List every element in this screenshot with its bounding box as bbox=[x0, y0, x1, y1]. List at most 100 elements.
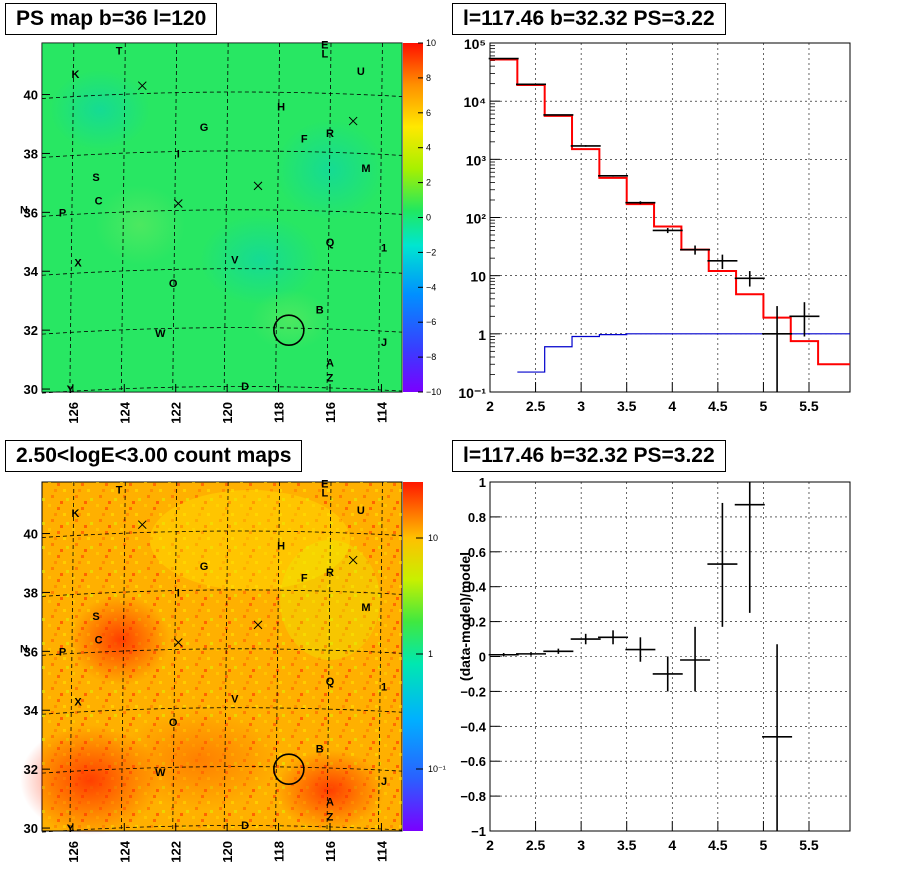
ps-map-region bbox=[250, 290, 330, 350]
ps-map-axes: 126 124 122 120 118 116 114 30 32 34 36 38 40 bbox=[24, 88, 390, 424]
spectrum-panel: 2 2.5 3 3.5 4 4.5 5 5.5 10⁻¹ 1 10 10² 10³ 10⁴ 10⁵ bbox=[458, 36, 851, 414]
source-marker-label: Y bbox=[67, 823, 75, 835]
x-tick-label: 4 bbox=[668, 398, 676, 414]
y-tick-label: 10 bbox=[470, 269, 486, 285]
y-tick-label: 34 bbox=[24, 264, 39, 279]
residual-title: l=117.46 b=32.32 PS=3.22 bbox=[452, 440, 726, 472]
count-map-graticule bbox=[41, 481, 403, 833]
graticule-line-l bbox=[172, 42, 178, 393]
y-tick-label: −1 bbox=[471, 824, 486, 839]
colorbar-tick-label: −10 bbox=[426, 387, 441, 397]
source-marker-label: B bbox=[316, 305, 324, 317]
x-tick-label: 2 bbox=[486, 837, 494, 853]
source-marker-label: T bbox=[116, 45, 123, 57]
source-marker-label: M bbox=[361, 163, 370, 175]
source-marker-label: H bbox=[277, 101, 285, 113]
y-tick-label: 40 bbox=[24, 88, 38, 103]
source-marker-label: X bbox=[74, 257, 82, 269]
graticule-line-l bbox=[223, 481, 229, 832]
source-marker-label: J bbox=[381, 776, 387, 788]
source-marker-label: O bbox=[169, 278, 178, 290]
graticule-line-l bbox=[378, 42, 383, 393]
source-marker-label: I bbox=[177, 148, 180, 160]
x-tick-label: 5.5 bbox=[799, 837, 819, 853]
x-tick-label: 116 bbox=[323, 841, 338, 862]
source-marker-label: D bbox=[241, 820, 249, 832]
y-tick-label: 0.4 bbox=[468, 580, 487, 595]
count-map-region bbox=[120, 710, 280, 810]
source-marker-label: K bbox=[71, 508, 79, 520]
source-marker-label: N bbox=[20, 643, 28, 655]
y-tick-label: 40 bbox=[24, 527, 38, 542]
source-marker-label: U bbox=[357, 66, 365, 78]
cross-marker bbox=[348, 116, 358, 126]
model-step-line bbox=[490, 58, 850, 366]
cross-marker bbox=[348, 555, 358, 565]
source-marker-label: K bbox=[71, 69, 79, 81]
x-tick-label: 4.5 bbox=[708, 398, 728, 414]
x-tick-label: 4 bbox=[668, 837, 676, 853]
colorbar-tick-label: 4 bbox=[426, 143, 431, 153]
x-tick-label: 116 bbox=[323, 402, 338, 423]
source-marker-label: M bbox=[361, 602, 370, 614]
x-tick-label: 124 bbox=[117, 401, 132, 423]
colorbar-tick-label: 8 bbox=[426, 73, 431, 83]
graticule-line-l bbox=[326, 42, 332, 393]
source-marker-label: R bbox=[326, 128, 334, 140]
source-marker-label: Z bbox=[327, 811, 334, 823]
y-axis-label: (data-model)/model bbox=[457, 552, 473, 681]
source-marker-label: F bbox=[301, 573, 308, 585]
x-tick-label: 122 bbox=[169, 841, 184, 863]
source-marker-label: S bbox=[92, 611, 99, 623]
y-tick-label: −0.4 bbox=[460, 719, 486, 734]
ps-map-region bbox=[275, 120, 385, 220]
source-marker-label: 1 bbox=[381, 682, 387, 694]
count-map-region bbox=[280, 540, 380, 660]
x-tick-label: 2.5 bbox=[526, 837, 546, 853]
cross-marker bbox=[173, 199, 183, 208]
cross-marker bbox=[173, 638, 183, 647]
source-marker-label: D bbox=[241, 381, 249, 393]
graticule-line-l bbox=[378, 481, 383, 832]
source-marker-label: B bbox=[316, 744, 324, 756]
y-tick-label: 10³ bbox=[466, 152, 487, 168]
source-marker-label: H bbox=[277, 540, 285, 552]
y-tick-label: −0.8 bbox=[460, 789, 486, 804]
source-marker-label: R bbox=[326, 567, 334, 579]
y-tick-label: 36 bbox=[24, 644, 38, 659]
ps-map-title: PS map b=36 l=120 bbox=[5, 3, 218, 35]
x-tick-label: 114 bbox=[374, 840, 389, 862]
y-tick-label: −0.2 bbox=[460, 684, 486, 699]
y-tick-label: 10⁻¹ bbox=[458, 385, 486, 401]
y-tick-label: 0 bbox=[479, 650, 486, 665]
x-tick-label: 120 bbox=[220, 841, 235, 863]
source-marker-label: W bbox=[155, 767, 166, 779]
x-tick-label: 118 bbox=[272, 402, 287, 423]
source-marker-label: T bbox=[116, 484, 123, 496]
source-marker-label: S bbox=[92, 172, 99, 184]
x-tick-label: 3.5 bbox=[617, 837, 637, 853]
y-tick-label: 0.8 bbox=[468, 510, 486, 525]
source-marker-label: U bbox=[357, 505, 365, 517]
ps-map-graticule bbox=[41, 42, 403, 394]
spectrum-plot: 2 2.5 3 3.5 4 4.5 5 5.5 10⁻¹ 1 10 10² 10³ 10⁴ 10⁵ bbox=[458, 36, 850, 414]
ps-map-region bbox=[200, 215, 320, 305]
y-tick-label: 0.2 bbox=[468, 615, 486, 630]
source-marker-label: A bbox=[326, 358, 334, 370]
source-marker-label: I bbox=[177, 587, 180, 599]
source-marker-label: W bbox=[155, 328, 166, 340]
y-tick-label: 0.6 bbox=[468, 545, 486, 560]
source-marker-label: J bbox=[381, 337, 387, 349]
y-tick-label: 30 bbox=[24, 821, 38, 836]
graticule-line-l bbox=[69, 42, 75, 393]
x-tick-label: 3.5 bbox=[617, 398, 637, 414]
x-tick-label: 118 bbox=[272, 841, 287, 862]
y-tick-label: 10⁴ bbox=[464, 94, 487, 110]
cross-marker bbox=[253, 181, 263, 191]
residual-panel: 2 2.5 3 3.5 4 4.5 5 5.5 −1 −0.8 −0.6 −0.4 −0.2 0 0.2 0.… bbox=[457, 475, 851, 853]
x-tick-label: 2 bbox=[486, 398, 494, 414]
x-tick-label: 124 bbox=[117, 840, 132, 862]
y-tick-label: 34 bbox=[24, 703, 39, 718]
x-tick-label: 5 bbox=[760, 398, 768, 414]
